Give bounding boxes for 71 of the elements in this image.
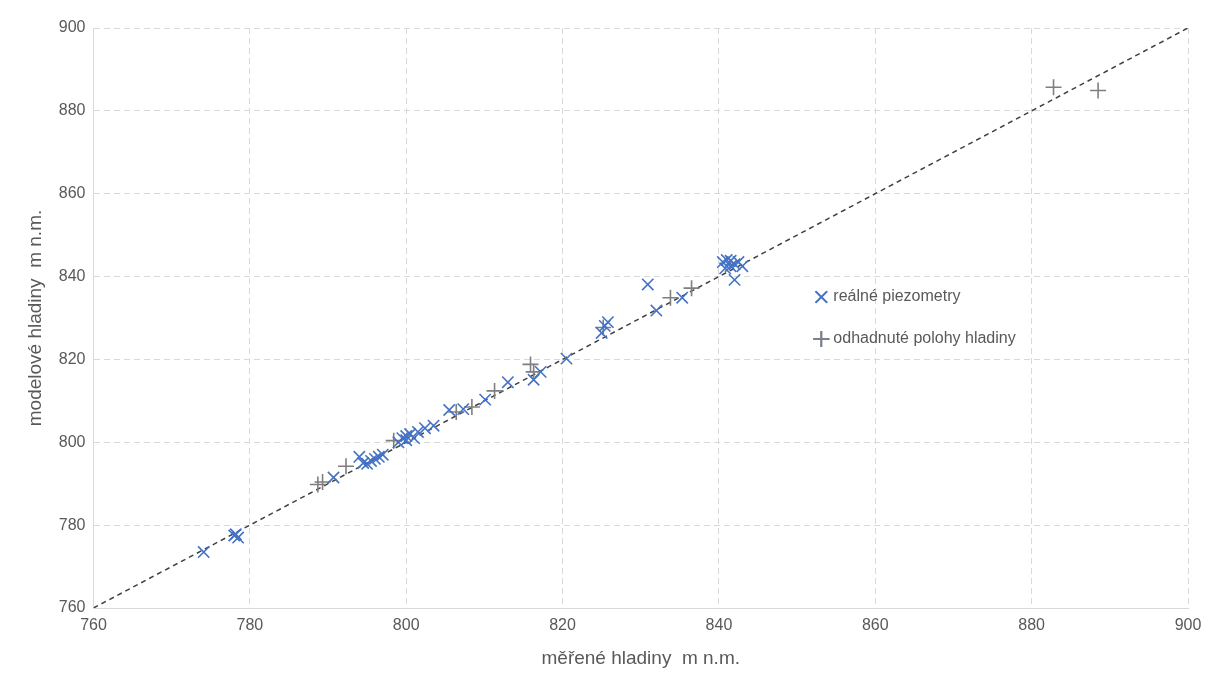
point xyxy=(407,431,421,445)
point xyxy=(534,365,548,379)
y-tick-label: 840 xyxy=(58,266,86,284)
point xyxy=(732,255,745,269)
point xyxy=(641,277,655,291)
point xyxy=(360,457,374,471)
x-tick-label: 800 xyxy=(392,616,420,634)
point xyxy=(595,326,609,340)
x-tick-label: 780 xyxy=(236,616,264,634)
point xyxy=(527,373,541,387)
point xyxy=(728,257,742,271)
point xyxy=(478,393,492,407)
point xyxy=(399,433,413,447)
point xyxy=(521,355,540,374)
point xyxy=(601,315,615,329)
point xyxy=(313,473,332,491)
point xyxy=(649,304,663,317)
point xyxy=(399,429,413,443)
x-axis-title: měřené hladiny m n.m. xyxy=(541,646,741,668)
point xyxy=(456,402,470,416)
y-tick-label: 820 xyxy=(58,349,86,367)
y-tick-label: 880 xyxy=(58,101,86,119)
point xyxy=(594,318,613,337)
point xyxy=(1044,78,1063,97)
x-tick-label: 900 xyxy=(1174,616,1202,634)
x-tick-label: 760 xyxy=(80,616,107,634)
point xyxy=(728,273,742,287)
x-tick-label: 820 xyxy=(549,616,577,634)
point xyxy=(352,450,366,464)
point xyxy=(418,421,432,435)
point xyxy=(403,427,417,441)
point xyxy=(231,531,245,545)
x-tick-label: 840 xyxy=(705,616,733,634)
y-tick-label: 780 xyxy=(58,515,86,533)
point xyxy=(501,375,515,389)
point xyxy=(411,425,425,439)
point xyxy=(368,452,382,466)
point xyxy=(724,259,738,273)
point xyxy=(442,403,456,417)
y-tick-label: 800 xyxy=(58,432,86,450)
point xyxy=(560,352,573,366)
y-tick-label: 900 xyxy=(58,18,86,36)
point xyxy=(1089,81,1107,100)
point xyxy=(724,254,738,268)
point xyxy=(376,448,390,462)
point xyxy=(309,475,327,494)
point xyxy=(682,279,701,297)
legend-label: reálné piezometry xyxy=(833,287,961,305)
legend-label: odhadnuté polohy hladiny xyxy=(833,329,1016,347)
point xyxy=(391,435,405,449)
point xyxy=(463,398,481,416)
point xyxy=(675,291,689,305)
point xyxy=(598,319,612,333)
x-tick-label: 880 xyxy=(1018,616,1046,634)
point xyxy=(395,431,409,445)
point xyxy=(427,419,441,433)
y-axis-title: modelové hladiny m n.m. xyxy=(23,209,45,427)
point xyxy=(337,457,355,476)
point xyxy=(485,382,504,400)
point xyxy=(716,255,730,269)
point xyxy=(356,456,370,470)
point xyxy=(372,450,386,464)
x-tick-label: 860 xyxy=(861,616,889,634)
point xyxy=(327,471,340,484)
y-tick-label: 860 xyxy=(58,184,86,202)
point xyxy=(735,259,749,273)
point xyxy=(447,403,466,421)
point xyxy=(197,545,211,559)
point xyxy=(364,454,378,468)
point xyxy=(661,288,680,307)
y-tick-label: 760 xyxy=(58,598,86,616)
